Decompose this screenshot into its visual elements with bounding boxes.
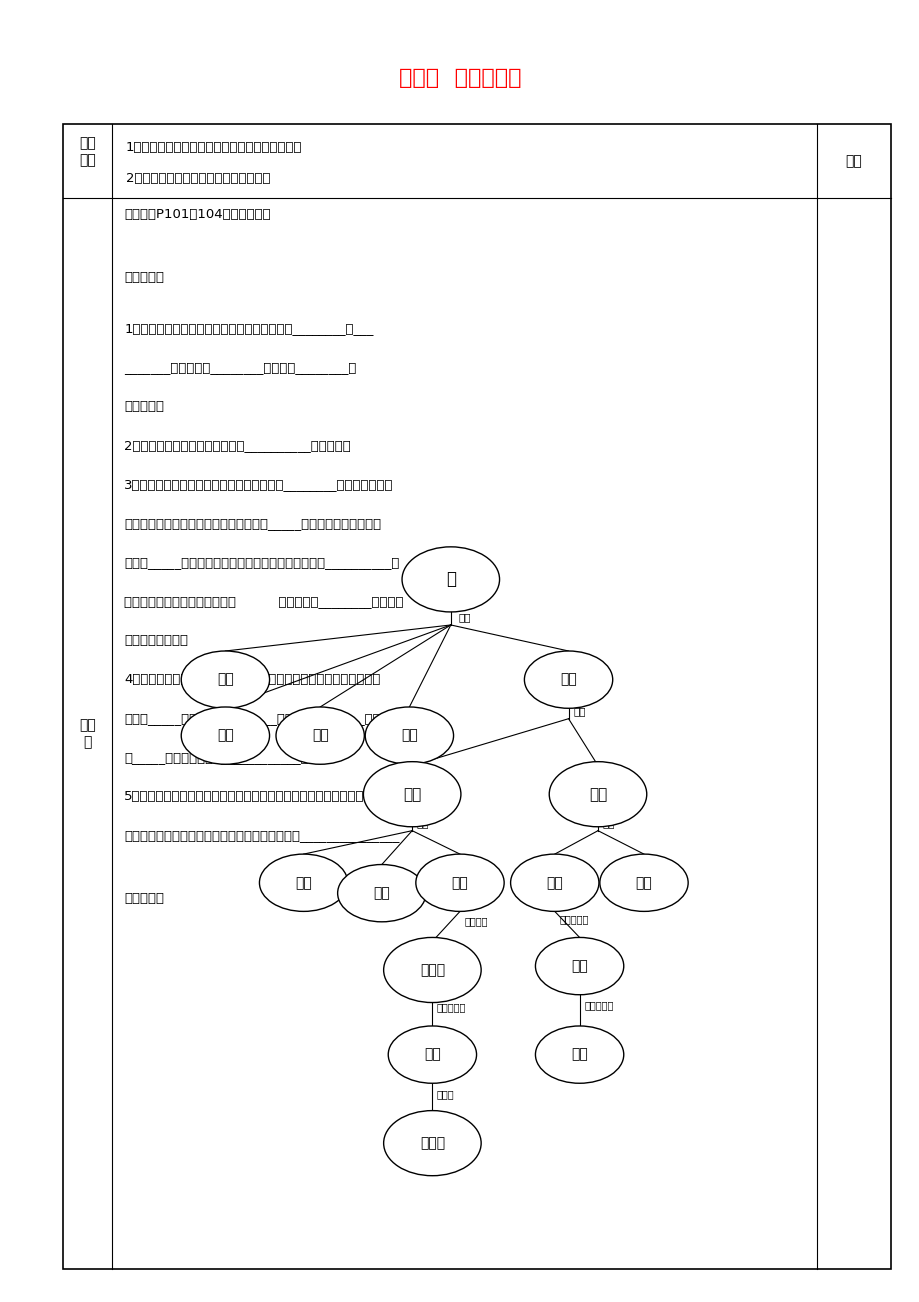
Ellipse shape [510, 854, 598, 911]
Text: 2、知道花与果实、种子形成间的关系。: 2、知道花与果实、种子形成间的关系。 [126, 172, 270, 185]
Text: 花药: 花药 [546, 876, 562, 889]
Text: 学习
目标: 学习 目标 [79, 137, 96, 167]
Text: 花瓣: 花瓣 [217, 673, 233, 686]
Text: 4、受精作用完成以后花的花瓣、雄蕊以及柱头和花柱会凋落，子房继续: 4、受精作用完成以后花的花瓣、雄蕊以及柱头和花柱会凋落，子房继续 [124, 673, 380, 686]
Text: 胚珠: 胚珠 [424, 1048, 440, 1061]
Text: 发，长出花粉管。花粉管穿过花柱，进入_____，一直到达胚珠。花粉: 发，长出花粉管。花粉管穿过花柱，进入_____，一直到达胚珠。花粉 [124, 517, 380, 530]
Text: 成_____，受精卵发育成____________。: 成_____，受精卵发育成____________。 [124, 751, 309, 764]
Text: 果实和种子的形成: 果实和种子的形成 [124, 634, 188, 647]
Text: 花托: 花托 [312, 729, 328, 742]
Text: 其中包被着: 其中包被着 [437, 1003, 466, 1013]
Text: 包括: 包括 [573, 706, 585, 716]
Text: 卵细胞: 卵细胞 [419, 1137, 445, 1150]
Text: 子房壁: 子房壁 [419, 963, 445, 976]
Text: 5、玉米的果穗常有缺粒的，向日葵的籽粒常有空瘪的，主要是由于: 5、玉米的果穗常有缺粒的，向日葵的籽粒常有空瘪的，主要是由于 [124, 790, 364, 803]
Text: 2、传粉是指花粉从花药落到雌蕊__________上的过程。: 2、传粉是指花粉从花药落到雌蕊__________上的过程。 [124, 439, 350, 452]
Text: 管中的_____随着花粉管的伸长而向下移动，最终进入__________内: 管中的_____随着花粉管的伸长而向下移动，最终进入__________内 [124, 556, 399, 569]
Text: 花蕾: 花蕾 [217, 729, 233, 742]
Ellipse shape [259, 854, 347, 911]
Text: 第三节  开花和结果: 第三节 开花和结果 [398, 68, 521, 89]
Text: _______和雌蕊包括________、花柱和________。: _______和雌蕊包括________、花柱和________。 [124, 361, 357, 374]
Ellipse shape [535, 937, 623, 995]
Text: 部。花粉管里的精子与胚珠里的          结合，形成________的过程。: 部。花粉管里的精子与胚珠里的 结合，形成________的过程。 [124, 595, 403, 608]
Text: 传粉和受精: 传粉和受精 [124, 400, 164, 413]
Ellipse shape [524, 651, 612, 708]
Text: 精子: 精子 [571, 1048, 587, 1061]
Text: 花蕊: 花蕊 [560, 673, 576, 686]
Text: 备注: 备注 [845, 154, 861, 168]
Ellipse shape [535, 1026, 623, 1083]
Text: 柱头: 柱头 [295, 876, 312, 889]
Ellipse shape [181, 707, 269, 764]
Ellipse shape [365, 707, 453, 764]
Text: 其中有两个: 其中有两个 [584, 1000, 613, 1010]
Ellipse shape [181, 651, 269, 708]
Ellipse shape [383, 937, 481, 1003]
Ellipse shape [415, 854, 504, 911]
Text: 其中有许多: 其中有许多 [559, 914, 588, 924]
Text: 花的结构：: 花的结构： [124, 271, 164, 284]
Text: 知识
点: 知识 点 [79, 719, 96, 749]
Text: 雄蕊: 雄蕊 [588, 786, 607, 802]
Text: 花: 花 [446, 570, 455, 589]
Text: 1、在一朵花中，其中最重要的结构是雄蕊包括________、___: 1、在一朵花中，其中最重要的结构是雄蕊包括________、___ [124, 322, 373, 335]
Text: 引起的。为了弥补自然状态下传粉的不足，常采用_______________: 引起的。为了弥补自然状态下传粉的不足，常采用_______________ [124, 829, 399, 842]
Ellipse shape [599, 854, 687, 911]
Text: 包括: 包括 [458, 612, 471, 622]
Ellipse shape [402, 547, 499, 612]
Text: 雌蕊: 雌蕊 [403, 786, 421, 802]
Text: 花的概念图: 花的概念图 [124, 892, 164, 905]
Text: 其表层叫: 其表层叫 [464, 917, 488, 927]
Text: 包括: 包括 [416, 818, 429, 828]
Text: 子房: 子房 [451, 876, 468, 889]
Text: 花丝: 花丝 [635, 876, 652, 889]
Ellipse shape [383, 1111, 481, 1176]
Text: 花梗: 花梗 [401, 729, 417, 742]
Text: 3、受精：花粉落到柱头上以后，在柱头上的________的刺激下开始萌: 3、受精：花粉落到柱头上以后，在柱头上的________的刺激下开始萌 [124, 478, 393, 491]
Ellipse shape [276, 707, 364, 764]
Ellipse shape [337, 865, 425, 922]
Text: 1、记住花的基本结构及传粉和受精的重要过程。: 1、记住花的基本结构及传粉和受精的重要过程。 [126, 141, 302, 154]
Text: 发育成_____，子房壁发育成______，胚珠发育成______，珠被发育: 发育成_____，子房壁发育成______，胚珠发育成______，珠被发育 [124, 712, 404, 725]
Text: 包括: 包括 [602, 818, 615, 828]
Ellipse shape [549, 762, 646, 827]
Text: 花柱: 花柱 [373, 887, 390, 900]
Text: 其中有: 其中有 [437, 1088, 454, 1099]
Text: 阅读教材P101－104页，完成学案: 阅读教材P101－104页，完成学案 [124, 208, 270, 221]
Ellipse shape [363, 762, 460, 827]
Bar [62, 124, 890, 1269]
Text: 花粉: 花粉 [571, 960, 587, 973]
Ellipse shape [388, 1026, 476, 1083]
